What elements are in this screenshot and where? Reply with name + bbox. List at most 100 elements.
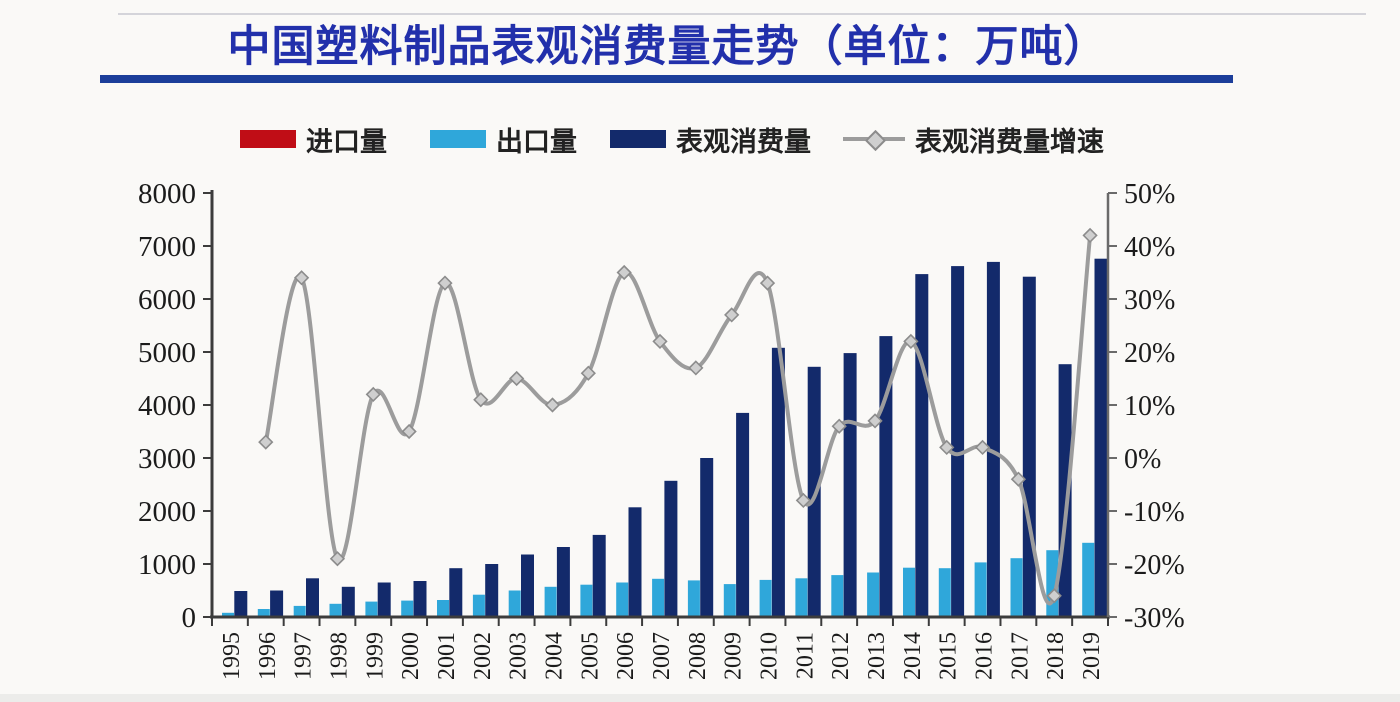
legend-label-export: 出口量 (496, 126, 577, 157)
axes (203, 190, 1117, 626)
right-axis-tick-label: 50% (1124, 179, 1175, 210)
consumption-bar (270, 590, 284, 617)
left-axis-tick-label: 2000 (138, 496, 196, 528)
export-bar (616, 582, 629, 617)
consumption-bar (377, 582, 391, 617)
consumption-bar (341, 586, 355, 617)
consumption-bar (556, 547, 570, 617)
diamond-marker-icon (1010, 471, 1027, 487)
right-axis-tick-label: -30% (1124, 603, 1185, 634)
left-axis-labels: 8000 7000 6000 5000 4000 3000 2000 1000 0 (138, 178, 196, 634)
diamond-marker-icon (903, 333, 919, 350)
x-axis-year-label: 2007 (649, 632, 675, 680)
x-axis-year-label: 2004 (541, 632, 567, 680)
consumption-bar (915, 274, 929, 617)
diamond-marker-icon (974, 439, 991, 456)
right-axis-tick-label: 0% (1124, 444, 1161, 475)
x-axis-year-label: 1995 (219, 632, 245, 680)
left-axis-tick-label: 6000 (138, 284, 196, 316)
legend-item-consumption: 表观消费量 (610, 124, 811, 157)
export-bar (365, 601, 378, 617)
consumption-bar (592, 534, 606, 617)
consumption-legend-swatch-icon (610, 130, 666, 148)
legend-label-growth: 表观消费量增速 (915, 126, 1104, 157)
diamond-marker-icon (473, 392, 489, 408)
x-axis-labels: 1995 1996 1997 1998 1999 2000 2001 2002 2003 2004… (219, 632, 1105, 680)
x-axis-year-label: 1997 (291, 632, 317, 680)
x-axis-year-label: 2012 (828, 632, 854, 680)
diamond-marker-icon (831, 418, 847, 434)
diamond-marker-icon (293, 270, 310, 286)
consumption-bar (771, 347, 785, 617)
diamond-marker-icon (1046, 588, 1062, 604)
diamond-marker-icon (1082, 227, 1098, 244)
consumption-bar (521, 554, 534, 617)
right-axis-tick-label: 30% (1124, 285, 1175, 316)
diamond-marker-icon (724, 307, 740, 323)
diamond-marker-icon (652, 333, 668, 350)
x-axis-year-label: 2008 (685, 632, 711, 680)
legend-item-export: 出口量 (430, 124, 577, 157)
consumption-bar (1094, 258, 1108, 617)
export-bar (1010, 558, 1023, 617)
export-bar (1082, 542, 1095, 617)
x-axis-year-label: 2009 (721, 632, 747, 680)
page-title: 中国塑料制品表观消费量走势（单位：万吨） (227, 23, 1108, 71)
left-axis-tick-label: 0 (182, 602, 197, 634)
consumption-bar (807, 366, 821, 617)
export-bar (974, 562, 987, 617)
consumption-bar (664, 480, 678, 617)
diamond-marker-icon (544, 397, 561, 413)
export-bar (580, 584, 593, 617)
x-axis-year-label: 2006 (613, 632, 639, 680)
export-bar (903, 567, 915, 617)
top-divider (118, 13, 1366, 15)
legend-item-import: 进口量 (240, 124, 387, 157)
export-bar (257, 609, 270, 617)
left-axis-tick-label: 7000 (138, 231, 196, 263)
export-bar (687, 580, 700, 617)
growth-line (263, 233, 1093, 606)
diamond-marker-icon (580, 365, 596, 381)
export-bar (437, 600, 449, 617)
export-bar (652, 578, 665, 617)
x-axis-year-label: 2018 (1043, 632, 1069, 680)
consumption-bar (736, 412, 750, 617)
diamond-marker-icon (329, 551, 346, 567)
export-legend-swatch-icon (430, 130, 486, 148)
x-axis-year-label: 2013 (864, 632, 890, 680)
export-bar (329, 603, 342, 618)
export-bar (795, 578, 808, 617)
growth-line-markers (258, 227, 1098, 604)
consumption-bar (449, 568, 463, 617)
diamond-marker-icon (688, 360, 704, 376)
right-axis-tick-label: 40% (1124, 232, 1175, 263)
x-axis-year-label: 2014 (900, 632, 926, 680)
growth-line-swatch-icon (843, 129, 905, 152)
diamond-marker-icon (509, 370, 525, 387)
legend-item-growth: 表观消费量增速 (843, 124, 1104, 157)
bars-group (222, 258, 1108, 618)
export-bar (723, 584, 736, 617)
export-bar (472, 594, 485, 617)
right-axis-labels: 50% 40% 30% 20% 10% 0% -10% -20% -30% (1124, 179, 1185, 634)
right-axis-tick-label: -10% (1124, 497, 1185, 528)
x-axis-year-label: 2003 (506, 632, 532, 680)
diamond-marker-icon (258, 434, 274, 450)
diamond-marker-icon (437, 275, 453, 291)
x-axis-year-label: 2000 (398, 632, 424, 680)
legend-label-consumption: 表观消费量 (676, 126, 811, 157)
consumption-bar (700, 458, 714, 617)
x-axis-year-label: 2011 (792, 632, 818, 679)
export-bar (222, 612, 234, 617)
x-axis-year-label: 1999 (362, 632, 388, 680)
consumption-bar (1022, 276, 1036, 617)
legend-label-import: 进口量 (306, 126, 387, 157)
consumption-bar (306, 578, 319, 617)
export-bar (293, 605, 306, 617)
consumption-bar (485, 564, 499, 617)
x-axis-year-label: 2016 (972, 632, 998, 680)
x-axis-year-label: 1998 (326, 632, 352, 680)
